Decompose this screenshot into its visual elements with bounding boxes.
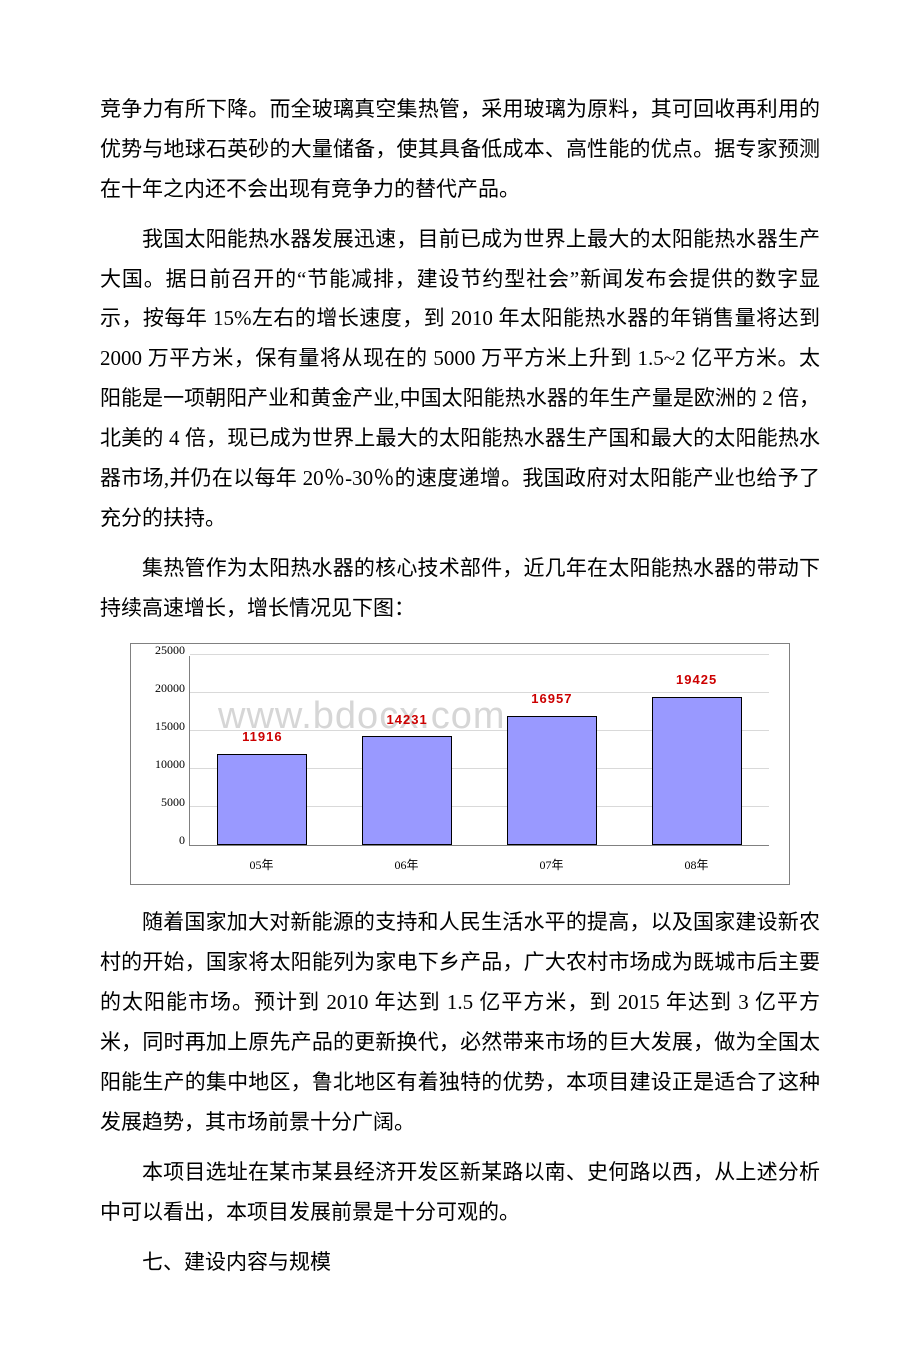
bar xyxy=(362,736,452,844)
x-tick-label: 08年 xyxy=(624,846,769,877)
chart-bars: 11916 14231 16957 19425 xyxy=(190,656,769,845)
x-tick-label: 07年 xyxy=(479,846,624,877)
collector-tube-growth-chart: 2500020000150001000050000www.bdocx.com11… xyxy=(130,643,790,886)
bar-value-label: 19425 xyxy=(676,668,717,693)
section-heading-7: 七、建设内容与规模 xyxy=(100,1243,820,1283)
chart-x-axis: 05年06年07年08年 xyxy=(189,846,769,877)
chart-plot-area: www.bdocx.com11916142311695719425 xyxy=(189,656,769,846)
bar xyxy=(217,754,307,845)
x-tick-label: 06年 xyxy=(334,846,479,877)
bar xyxy=(507,716,597,845)
grid-line xyxy=(190,654,769,655)
bar-value-label: 14231 xyxy=(387,708,428,733)
paragraph-continuation: 竞争力有所下降。而全玻璃真空集热管，采用玻璃为原料，其可回收再利用的优势与地球石… xyxy=(100,90,820,210)
paragraph-market-overview: 我国太阳能热水器发展迅速，目前已成为世界上最大的太阳能热水器生产大国。据日前召开… xyxy=(100,220,820,539)
paragraph-market-forecast: 随着国家加大对新能源的支持和人民生活水平的提高，以及国家建设新农村的开始，国家将… xyxy=(100,903,820,1142)
bar-slot: 19425 xyxy=(624,656,769,845)
chart-y-axis: 2500020000150001000050000 xyxy=(145,656,189,846)
bar-slot: 14231 xyxy=(335,656,480,845)
x-tick-label: 05年 xyxy=(189,846,334,877)
bar-slot: 11916 xyxy=(190,656,335,845)
paragraph-site-selection: 本项目选址在某市某县经济开发区新某路以南、史何路以西，从上述分析中可以看出，本项… xyxy=(100,1153,820,1233)
bar-value-label: 11916 xyxy=(242,725,282,750)
bar xyxy=(652,697,742,845)
bar-value-label: 16957 xyxy=(531,687,572,712)
bar-slot: 16957 xyxy=(480,656,625,845)
paragraph-chart-intro: 集热管作为太阳热水器的核心技术部件，近几年在太阳能热水器的带动下持续高速增长，增… xyxy=(100,549,820,629)
